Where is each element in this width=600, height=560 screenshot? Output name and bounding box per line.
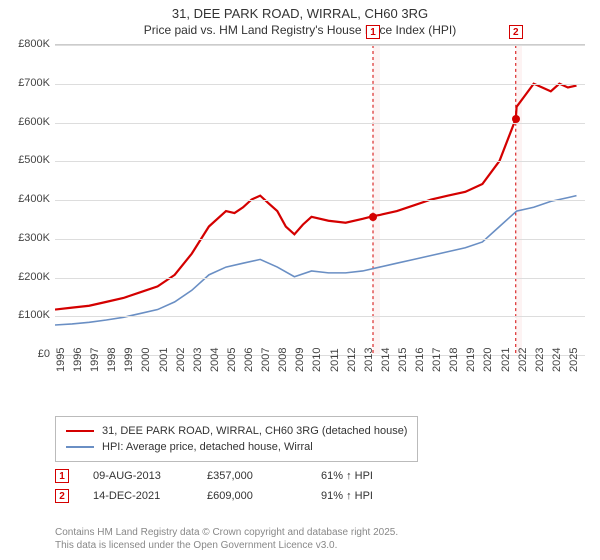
gridline [55,45,585,46]
y-tick-label: £800K [10,38,50,50]
y-tick-label: £300K [10,232,50,244]
sale-hpi-1: 61% ↑ HPI [321,470,411,482]
chart-container: 31, DEE PARK ROAD, WIRRAL, CH60 3RG Pric… [0,0,600,560]
legend-swatch-2 [66,446,94,448]
footnote-line-2: This data is licensed under the Open Gov… [55,539,398,552]
y-tick-label: £600K [10,116,50,128]
x-tick-label: 2025 [568,348,600,372]
plot-area: 12 [55,44,585,354]
sale-date-1: 09-AUG-2013 [93,470,183,482]
legend-item-price-paid: 31, DEE PARK ROAD, WIRRAL, CH60 3RG (det… [66,423,407,439]
sale-row-2: 2 14-DEC-2021 £609,000 91% ↑ HPI [55,486,411,506]
sale-marker-2: 2 [55,489,69,503]
y-tick-label: £0 [10,348,50,360]
legend: 31, DEE PARK ROAD, WIRRAL, CH60 3RG (det… [55,416,418,462]
chart-title-address: 31, DEE PARK ROAD, WIRRAL, CH60 3RG [0,6,600,21]
sale-marker-1: 1 [55,469,69,483]
footnote: Contains HM Land Registry data © Crown c… [55,526,398,552]
gridline [55,239,585,240]
y-tick-label: £100K [10,309,50,321]
sale-row-1: 1 09-AUG-2013 £357,000 61% ↑ HPI [55,466,411,486]
chart-marker-2: 2 [509,25,523,39]
series-price_paid [55,84,577,310]
gridline [55,123,585,124]
gridline [55,278,585,279]
legend-item-hpi: HPI: Average price, detached house, Wirr… [66,439,407,455]
sale-price-2: £609,000 [207,490,297,502]
chart-area: 12 £0 £100K £200K £300K £400K £500K £600K £700K… [10,44,590,384]
sale-hpi-2: 91% ↑ HPI [321,490,411,502]
sale-point-2 [512,115,520,123]
legend-swatch-1 [66,430,94,432]
legend-label-1: 31, DEE PARK ROAD, WIRRAL, CH60 3RG (det… [102,425,407,437]
y-tick-label: £400K [10,193,50,205]
sale-price-1: £357,000 [207,470,297,482]
y-tick-label: £200K [10,271,50,283]
series-hpi [55,196,577,325]
chart-marker-1: 1 [366,25,380,39]
sale-point-1 [369,213,377,221]
footnote-line-1: Contains HM Land Registry data © Crown c… [55,526,398,539]
sale-date-2: 14-DEC-2021 [93,490,183,502]
gridline [55,84,585,85]
gridline [55,161,585,162]
legend-label-2: HPI: Average price, detached house, Wirr… [102,441,313,453]
sales-table: 1 09-AUG-2013 £357,000 61% ↑ HPI 2 14-DE… [55,466,411,506]
gridline [55,316,585,317]
y-tick-label: £700K [10,77,50,89]
gridline [55,200,585,201]
y-tick-label: £500K [10,154,50,166]
